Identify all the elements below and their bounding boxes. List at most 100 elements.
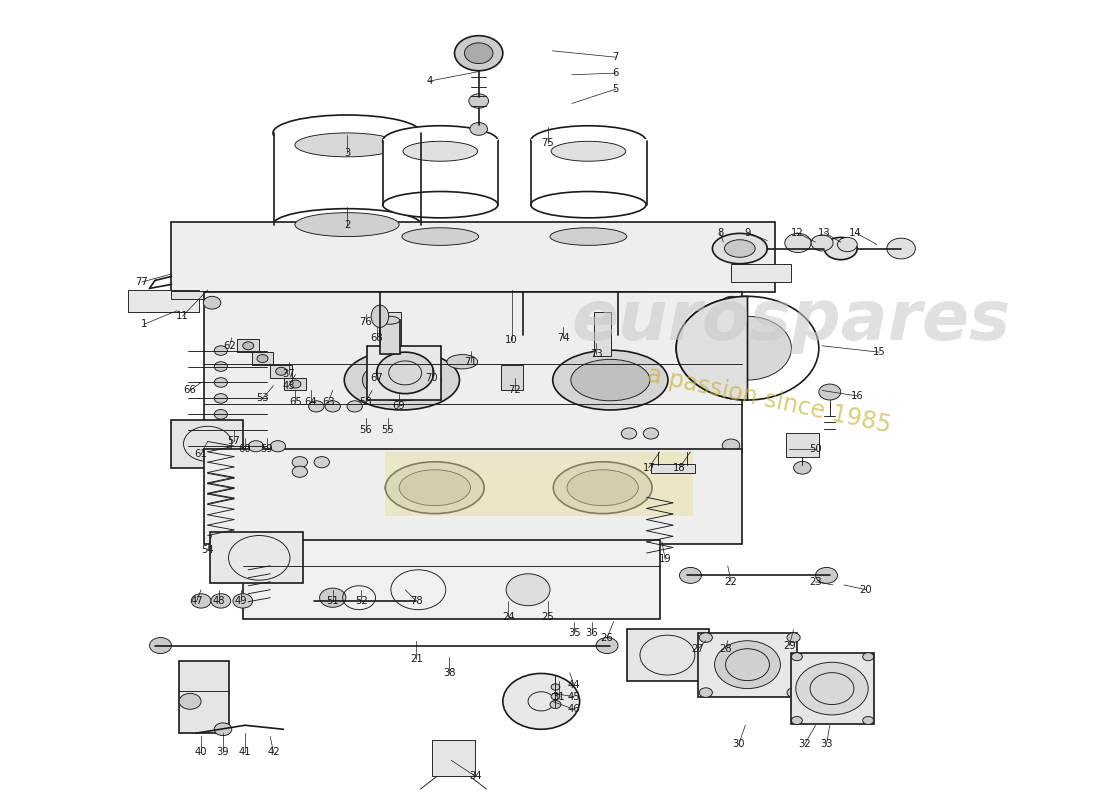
Circle shape xyxy=(837,238,857,252)
Text: 78: 78 xyxy=(410,596,422,606)
Circle shape xyxy=(786,688,800,698)
Text: 75: 75 xyxy=(541,138,554,148)
Text: 56: 56 xyxy=(360,426,372,435)
Text: 37: 37 xyxy=(283,370,295,379)
Text: 63: 63 xyxy=(322,397,334,406)
Text: 70: 70 xyxy=(426,373,438,382)
Circle shape xyxy=(700,688,713,698)
Text: 53: 53 xyxy=(256,394,268,403)
Circle shape xyxy=(211,594,231,608)
Bar xyxy=(791,653,873,725)
Circle shape xyxy=(346,401,362,412)
Circle shape xyxy=(326,401,340,412)
Text: 59: 59 xyxy=(261,445,273,454)
Text: 61: 61 xyxy=(195,450,208,459)
Ellipse shape xyxy=(403,142,477,162)
Text: 28: 28 xyxy=(719,644,732,654)
Circle shape xyxy=(704,316,791,380)
Circle shape xyxy=(150,638,172,654)
Text: 54: 54 xyxy=(201,545,214,555)
Ellipse shape xyxy=(362,359,441,401)
Bar xyxy=(274,133,420,225)
Circle shape xyxy=(204,296,221,309)
Ellipse shape xyxy=(273,115,421,151)
Text: 45: 45 xyxy=(568,691,581,702)
Circle shape xyxy=(551,694,560,700)
Ellipse shape xyxy=(531,126,646,156)
Text: 8: 8 xyxy=(717,227,723,238)
Text: 77: 77 xyxy=(135,277,149,287)
Text: 13: 13 xyxy=(818,227,830,238)
Ellipse shape xyxy=(295,213,399,237)
Text: 30: 30 xyxy=(733,739,745,750)
Ellipse shape xyxy=(383,191,498,218)
Circle shape xyxy=(596,638,618,654)
Circle shape xyxy=(214,410,228,419)
Text: 74: 74 xyxy=(557,333,570,343)
Circle shape xyxy=(179,694,201,710)
Circle shape xyxy=(715,641,780,689)
Text: 42: 42 xyxy=(267,747,279,758)
Circle shape xyxy=(214,346,228,355)
Bar xyxy=(172,222,774,292)
Circle shape xyxy=(793,462,811,474)
Text: 41: 41 xyxy=(239,747,251,758)
Circle shape xyxy=(862,653,873,661)
Circle shape xyxy=(214,362,228,371)
Bar xyxy=(785,434,818,458)
Ellipse shape xyxy=(531,191,646,218)
Circle shape xyxy=(191,594,211,608)
Bar xyxy=(627,629,710,681)
Ellipse shape xyxy=(447,354,477,369)
Text: 51: 51 xyxy=(327,596,339,606)
Text: 65: 65 xyxy=(289,397,301,406)
Circle shape xyxy=(293,457,308,468)
Text: 31: 31 xyxy=(552,691,565,702)
Circle shape xyxy=(454,36,503,70)
Text: 40: 40 xyxy=(195,747,207,758)
Circle shape xyxy=(315,457,330,468)
Ellipse shape xyxy=(725,240,756,258)
Text: 57: 57 xyxy=(228,437,241,446)
Bar xyxy=(285,378,307,390)
Circle shape xyxy=(818,384,840,400)
Text: 64: 64 xyxy=(305,397,317,406)
Circle shape xyxy=(791,717,802,725)
Text: 76: 76 xyxy=(360,317,372,327)
Text: 34: 34 xyxy=(469,771,482,782)
Bar xyxy=(698,633,796,697)
Bar xyxy=(172,420,243,468)
Ellipse shape xyxy=(273,209,421,241)
Ellipse shape xyxy=(552,350,668,410)
Text: 27: 27 xyxy=(692,644,704,654)
Text: 17: 17 xyxy=(642,462,656,473)
Text: eurospares: eurospares xyxy=(572,286,1011,354)
Circle shape xyxy=(243,342,254,350)
Bar xyxy=(383,312,400,356)
Circle shape xyxy=(791,653,802,661)
Text: 23: 23 xyxy=(810,577,822,586)
Text: 16: 16 xyxy=(850,391,864,401)
Text: 32: 32 xyxy=(799,739,811,750)
Text: a passion since 1985: a passion since 1985 xyxy=(646,362,893,438)
Ellipse shape xyxy=(295,133,399,157)
Text: 25: 25 xyxy=(541,612,554,622)
Bar xyxy=(431,741,475,776)
Circle shape xyxy=(862,717,873,725)
Circle shape xyxy=(214,723,232,736)
Circle shape xyxy=(376,352,433,394)
Circle shape xyxy=(214,378,228,387)
Bar xyxy=(383,139,498,205)
Text: 39: 39 xyxy=(217,747,229,758)
Text: 11: 11 xyxy=(176,311,189,322)
Circle shape xyxy=(887,238,915,259)
Text: 67: 67 xyxy=(371,373,383,382)
Circle shape xyxy=(786,633,800,642)
Ellipse shape xyxy=(553,462,652,514)
Circle shape xyxy=(204,439,221,452)
Circle shape xyxy=(470,122,487,135)
Circle shape xyxy=(464,43,493,63)
Circle shape xyxy=(811,235,833,251)
Text: 29: 29 xyxy=(783,641,795,650)
Text: 69: 69 xyxy=(393,402,405,411)
